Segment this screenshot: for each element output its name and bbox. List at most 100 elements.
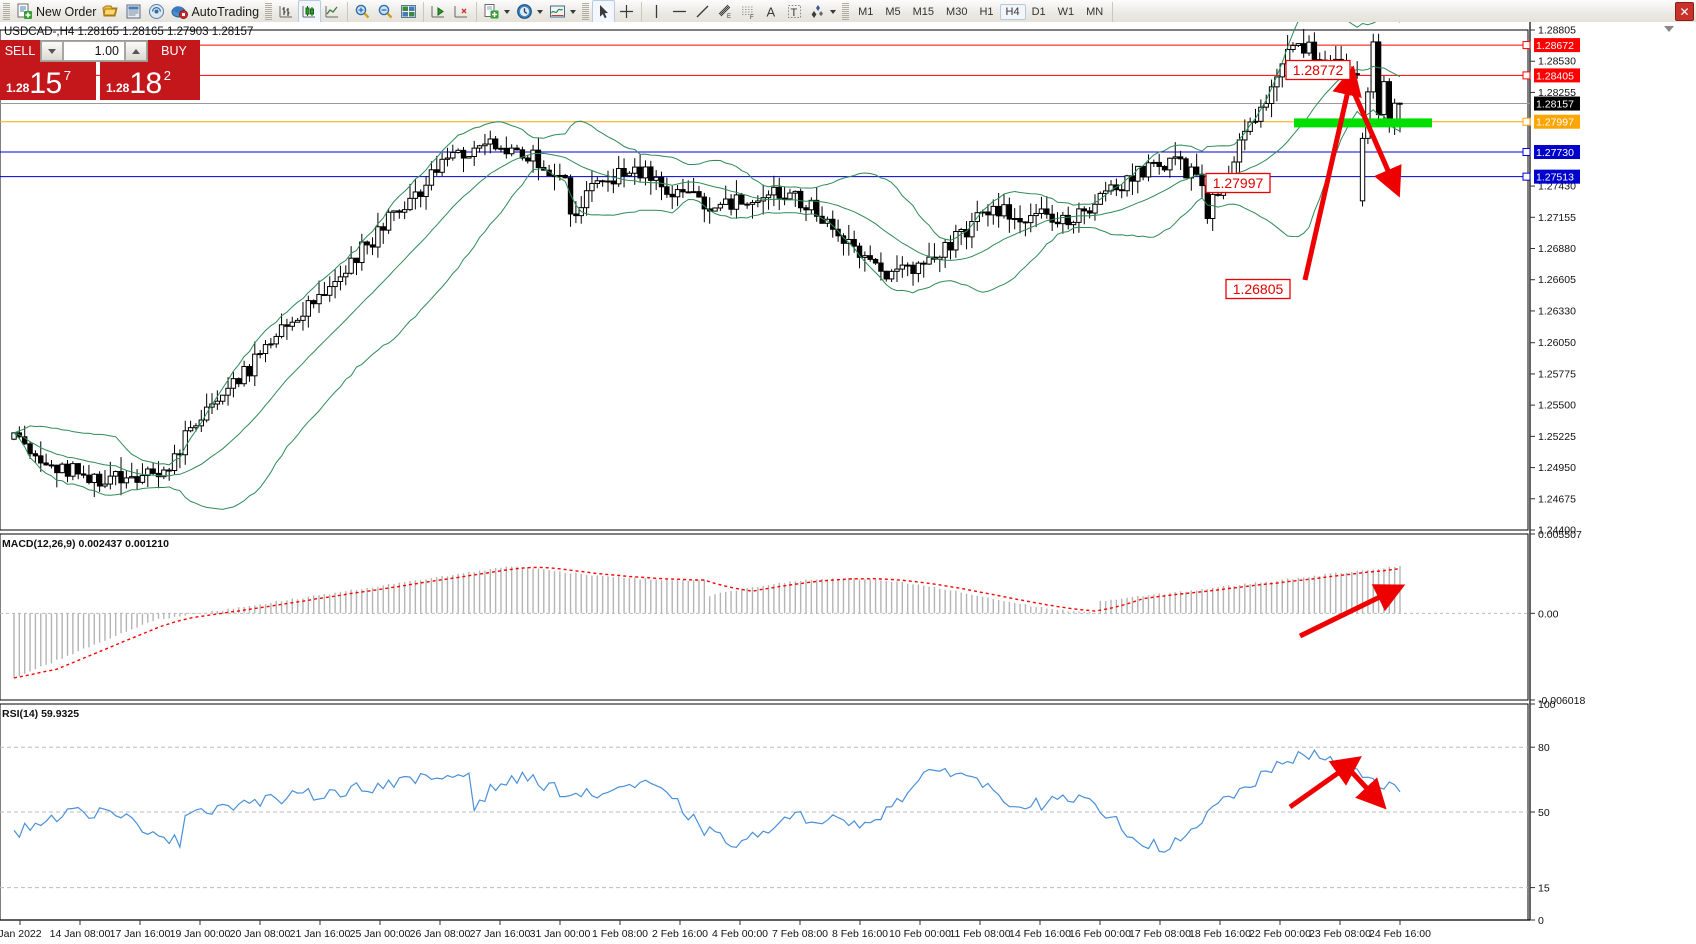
chart-scroll-handle-icon[interactable] [1664, 26, 1674, 32]
toolbar-grip[interactable] [3, 2, 10, 21]
candle-body [337, 276, 344, 282]
line-chart-button[interactable] [321, 1, 344, 23]
open-folder-button[interactable] [99, 1, 122, 23]
vertical-line-button[interactable] [645, 1, 668, 23]
sell-button[interactable]: SELL [0, 40, 40, 62]
line-chart-icon [325, 6, 339, 18]
volume-down-button[interactable] [41, 41, 63, 61]
timeframe-h4[interactable]: H4 [999, 3, 1026, 20]
macd-arrow[interactable] [1298, 584, 1406, 639]
drawn-arrows[interactable] [1302, 65, 1402, 281]
price-tag-1.27513[interactable] [1534, 169, 1580, 184]
timeframe-m5[interactable]: M5 [885, 5, 901, 18]
chart-canvas[interactable]: 1.28805 1.28530 1.28255 1.27430 1.27155 1.268… [0, 22, 1696, 944]
timeframe-m30[interactable]: M30 [946, 5, 968, 18]
supply-zone[interactable] [1294, 118, 1432, 128]
candles[interactable] [11, 29, 1403, 498]
buy-price-display[interactable]: 1.28 18 2 [100, 62, 200, 100]
timeframe-h1[interactable]: H1 [979, 5, 994, 18]
time-tick-label: 16 Feb 00:00 [1069, 928, 1131, 940]
candle-body [1215, 193, 1221, 196]
cursor-button[interactable] [592, 0, 616, 24]
up-arrow[interactable] [1302, 65, 1362, 281]
bar-chart-button[interactable] [275, 1, 298, 23]
timeframe-m15[interactable]: M15 [912, 5, 935, 18]
level-handle[interactable] [1522, 71, 1531, 80]
close-button[interactable]: ✕ [1675, 2, 1694, 21]
price-tag-1.28157[interactable] [1534, 96, 1580, 111]
shapes-button[interactable] [806, 1, 839, 23]
indicators-button[interactable] [546, 1, 579, 23]
price-tag-1.27730[interactable] [1534, 145, 1580, 160]
rsi-up-arrow[interactable] [1288, 756, 1362, 810]
candle-body [385, 211, 392, 231]
horizontal-line-button[interactable] [668, 1, 691, 23]
timeframe-w1[interactable]: W1 [1057, 5, 1075, 18]
candle-body [439, 158, 445, 173]
annotations[interactable]: 1.28772 1.27997 1.26805 [1205, 59, 1351, 300]
rsi-down-arrow[interactable] [1346, 766, 1387, 810]
autotrading-button[interactable]: AutoTrading [168, 1, 262, 23]
candle-body [262, 344, 269, 355]
level-lines[interactable]: 1.286721.284051.281571.279971.277301.275… [0, 38, 1580, 184]
toolbar-grip-2[interactable] [265, 2, 273, 21]
timeframe-mn[interactable]: MN [1086, 5, 1104, 18]
volume-up-button[interactable] [125, 41, 147, 61]
rsi-pane[interactable]: 100 80 50 15 0 RSI(14) 59.9325 [0, 699, 1556, 927]
timeframe-d1[interactable]: D1 [1031, 5, 1046, 18]
candle-body [1300, 43, 1307, 54]
toolbar-grip-3[interactable] [582, 2, 590, 21]
candle-body [268, 343, 274, 346]
period-button[interactable] [513, 1, 546, 23]
candle-body [1022, 221, 1029, 224]
price-tag-1.28405[interactable] [1534, 68, 1580, 83]
time-tick-label: 10 Feb 00:00 [889, 928, 951, 940]
level-handle[interactable] [1522, 148, 1531, 157]
annotation-box-high-target-label[interactable] [1285, 59, 1351, 81]
zoom-out-button[interactable] [374, 1, 397, 23]
crosshair-button[interactable] [615, 1, 638, 23]
candle-body [567, 177, 574, 215]
price-tick-label: 1.28530 [1538, 56, 1576, 68]
price-tag-1.27997[interactable] [1534, 114, 1580, 129]
annotation-box-low-label[interactable] [1225, 278, 1291, 300]
zoom-in-button[interactable] [351, 1, 374, 23]
templates-button[interactable] [480, 1, 513, 23]
chart-shift-button[interactable] [427, 1, 450, 23]
annotation-box-entry-label[interactable] [1205, 172, 1271, 194]
level-handle[interactable] [1522, 41, 1531, 50]
fibonacci-button[interactable]: F [737, 1, 760, 23]
price-tag-1.28672[interactable] [1534, 38, 1580, 53]
macd-pane[interactable]: 0.005507 0.00 -0.006018 MACD(12,26,9) 0.002… [0, 529, 1585, 707]
candle-body [492, 138, 499, 150]
toolbar-grip-4[interactable] [842, 2, 850, 21]
candle-body [482, 143, 488, 147]
volume-input[interactable]: 1.00 [63, 41, 125, 61]
timeframe-m1[interactable]: M1 [858, 5, 874, 18]
sell-price-display[interactable]: 1.28 15 7 [0, 62, 96, 100]
level-handle[interactable] [1522, 117, 1531, 126]
time-scale[interactable]: Jan 2022 14 Jan 08:00 17 Jan 16:00 19 Jan 0… [0, 920, 1431, 940]
text-label-button[interactable]: T [783, 1, 806, 23]
new-order-button[interactable]: New Order [13, 1, 99, 23]
tile-windows-button[interactable] [397, 1, 420, 23]
buy-button[interactable]: BUY [148, 40, 200, 62]
chart-svg[interactable]: 1.288051.285301.282551.274301.271551.268… [0, 22, 1696, 944]
indicators-caret-icon[interactable] [570, 9, 577, 14]
time-tick-label: 19 Jan 00:00 [170, 928, 231, 940]
price-tick-label: 1.25500 [1538, 400, 1576, 412]
equidistant-channel-button[interactable]: E [714, 1, 737, 23]
period-caret-icon[interactable] [537, 9, 544, 14]
trendline-button[interactable] [691, 1, 714, 23]
horizontal-line-icon [673, 10, 687, 13]
signals-button[interactable] [145, 1, 168, 23]
market-book-button[interactable] [122, 1, 145, 23]
text-button[interactable]: A [760, 1, 783, 23]
level-handle[interactable] [1522, 172, 1531, 181]
auto-scroll-button[interactable] [450, 1, 473, 23]
templates-caret-icon[interactable] [504, 9, 511, 14]
volume-stepper[interactable]: 1.00 [40, 40, 148, 62]
candlestick-chart-button[interactable] [298, 0, 322, 24]
down-arrow[interactable] [1349, 87, 1402, 198]
shapes-caret-icon[interactable] [830, 9, 837, 14]
